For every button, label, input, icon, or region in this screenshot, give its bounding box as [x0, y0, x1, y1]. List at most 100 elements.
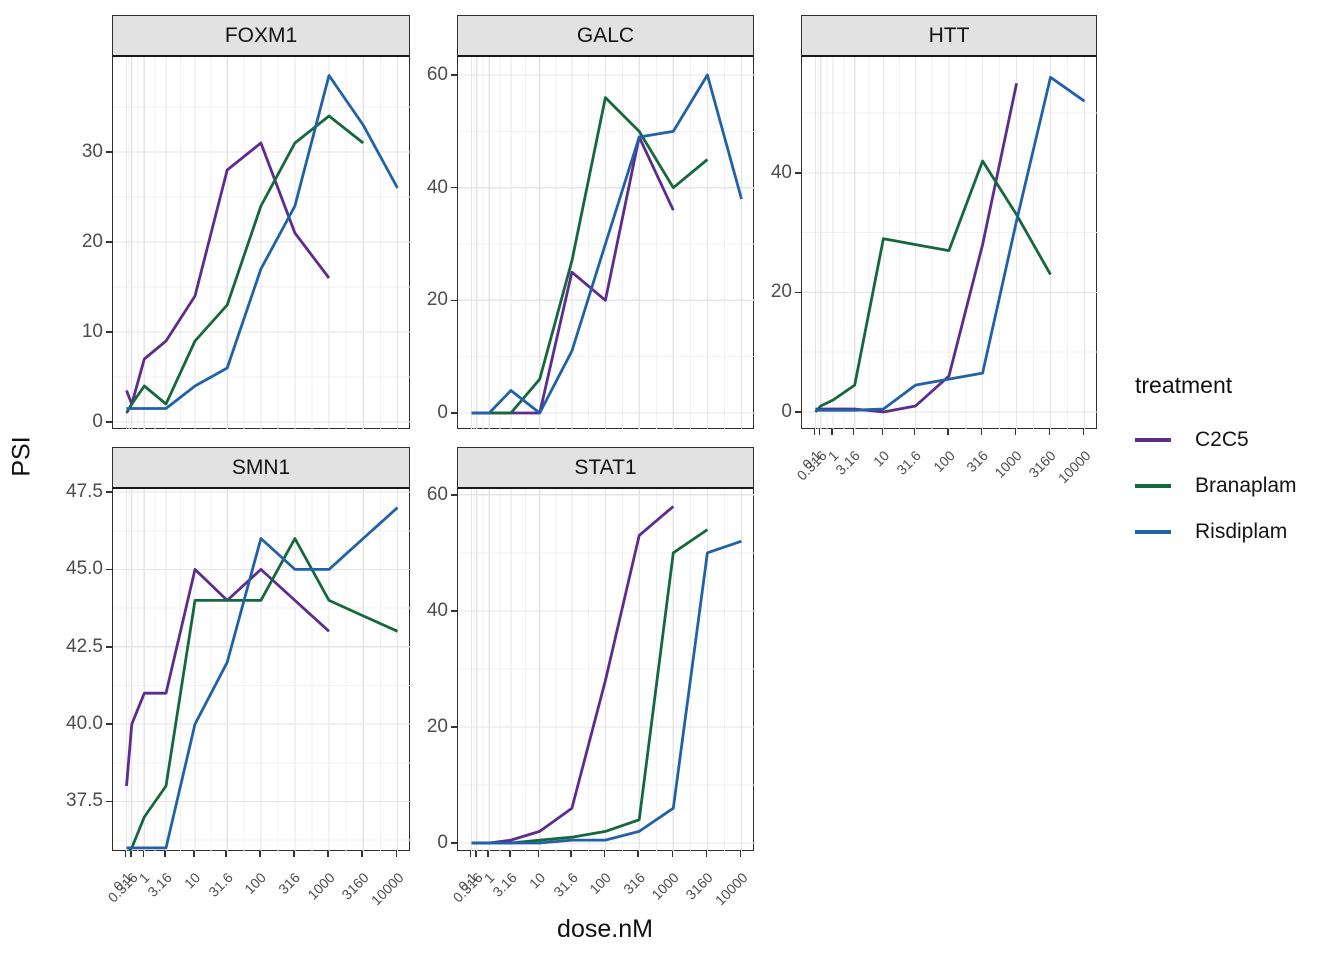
- x-tick: [947, 429, 949, 435]
- y-tick: [795, 291, 801, 294]
- x-tick: [570, 851, 572, 857]
- line-risdiplam-galc: [471, 73, 743, 415]
- panel-plot-htt: [801, 57, 1098, 429]
- line-branaplam-htt: [814, 159, 1052, 413]
- legend: treatment C2C5 Branaplam Risdiplam: [1135, 372, 1297, 555]
- line-branaplam-galc: [471, 96, 709, 415]
- panel-canvas-htt: [802, 57, 1098, 429]
- x-tick-label-text: 316: [620, 869, 648, 898]
- panel-canvas-stat1: [458, 489, 755, 851]
- x-tick-label-text: 10: [181, 869, 204, 892]
- line-risdiplam-smn1: [126, 506, 399, 850]
- x-tick: [469, 851, 472, 857]
- x-tick-label-text: 10000: [1054, 447, 1094, 487]
- x-tick-label-text: 3160: [1025, 447, 1060, 481]
- y-tick-label: 20: [426, 289, 448, 311]
- x-tick: [637, 851, 639, 857]
- legend-entry-risdiplam: Risdiplam: [1135, 509, 1297, 555]
- x-tick: [537, 851, 540, 857]
- x-tick: [813, 429, 816, 435]
- x-tick-label-text: 10: [869, 447, 893, 470]
- y-tick-label: 30: [81, 141, 103, 163]
- panel-plot-stat1: [457, 489, 755, 851]
- x-tick-label-text: 3160: [682, 869, 717, 903]
- y-tick: [106, 421, 112, 423]
- y-tick: [451, 412, 457, 414]
- x-tick: [475, 851, 477, 857]
- legend-entry-label: C2C5: [1195, 428, 1249, 451]
- line-risdiplam-foxm1: [126, 74, 399, 410]
- x-tick-label-text: 3.16: [488, 869, 520, 900]
- x-tick-label-text: 10000: [711, 869, 751, 909]
- line-branaplam-foxm1: [125, 114, 365, 414]
- x-tick-label-text: 31.6: [205, 869, 236, 900]
- line-c2c5-foxm1: [125, 141, 331, 406]
- y-tick-label: 47.5: [66, 481, 103, 503]
- legend-title: treatment: [1135, 372, 1233, 398]
- panel-title-stat1: STAT1: [574, 455, 637, 479]
- panel-title-galc: GALC: [576, 23, 635, 47]
- x-tick-label-text: 10000: [367, 869, 407, 909]
- y-tick-label: 40: [426, 599, 448, 621]
- panel-strip-smn1: SMN1: [112, 447, 410, 489]
- x-tick: [327, 851, 329, 857]
- x-tick: [395, 851, 398, 857]
- y-tick-label: 40: [770, 161, 792, 183]
- y-tick-label: 20: [426, 715, 448, 737]
- panel-strip-htt: HTT: [801, 15, 1097, 57]
- y-tick-label: 42.5: [66, 635, 103, 657]
- legend-entry-label: Branaplam: [1195, 474, 1297, 497]
- y-tick: [451, 494, 457, 496]
- y-tick: [106, 646, 112, 648]
- line-risdiplam-htt: [815, 75, 1086, 412]
- y-tick-label: 45.0: [66, 558, 103, 580]
- y-tick-label: 60: [426, 483, 448, 505]
- legend-entry-label: Risdiplam: [1195, 520, 1288, 543]
- legend-entries: C2C5 Branaplam Risdiplam: [1135, 417, 1297, 555]
- x-tick-label-text: 31.6: [549, 869, 581, 900]
- y-tick: [106, 800, 112, 803]
- y-tick-label: 10: [81, 320, 103, 342]
- y-tick: [451, 610, 457, 612]
- y-tick: [795, 172, 801, 174]
- panel-title-foxm1: FOXM1: [224, 23, 298, 47]
- y-tick-label: 0: [437, 402, 448, 423]
- x-tick: [259, 851, 261, 857]
- panel-strip-galc: GALC: [457, 15, 754, 57]
- x-tick: [671, 851, 674, 857]
- panel-canvas-smn1: [113, 489, 411, 851]
- x-tick: [361, 851, 363, 857]
- y-tick: [106, 331, 112, 333]
- line-c2c5-smn1: [125, 568, 330, 787]
- x-tick: [124, 851, 127, 857]
- y-tick: [451, 74, 457, 76]
- x-tick: [852, 429, 855, 435]
- x-tick: [705, 851, 708, 857]
- x-tick: [831, 429, 833, 435]
- y-tick: [451, 726, 457, 728]
- y-tick-label: 20: [770, 281, 792, 303]
- line-risdiplam-stat1: [471, 539, 742, 845]
- x-axis-title: dose.nM: [557, 915, 653, 943]
- y-tick-label: 0: [437, 831, 448, 853]
- x-tick-label-text: 100: [586, 869, 615, 898]
- legend-key-line: [1135, 438, 1171, 442]
- x-tick-label-text: 31.6: [893, 447, 925, 478]
- x-tick-label-text: 1000: [648, 869, 682, 903]
- x-tick: [487, 851, 489, 857]
- x-tick: [739, 851, 742, 857]
- x-tick: [913, 429, 916, 435]
- x-tick-label-text: 316: [275, 869, 304, 898]
- panel-canvas-galc: [458, 57, 755, 429]
- legend-entry-c2c5: C2C5: [1135, 417, 1297, 463]
- x-tick: [509, 851, 511, 857]
- panel-strip-foxm1: FOXM1: [112, 15, 410, 57]
- x-tick: [193, 851, 195, 857]
- x-tick: [980, 429, 983, 435]
- x-tick-label-text: 3.16: [832, 447, 864, 478]
- x-tick-label-text: 316: [963, 447, 992, 476]
- x-tick-label-text: 1000: [304, 869, 338, 903]
- x-tick-label-text: 1000: [991, 447, 1026, 481]
- panel-plot-foxm1: [112, 57, 411, 429]
